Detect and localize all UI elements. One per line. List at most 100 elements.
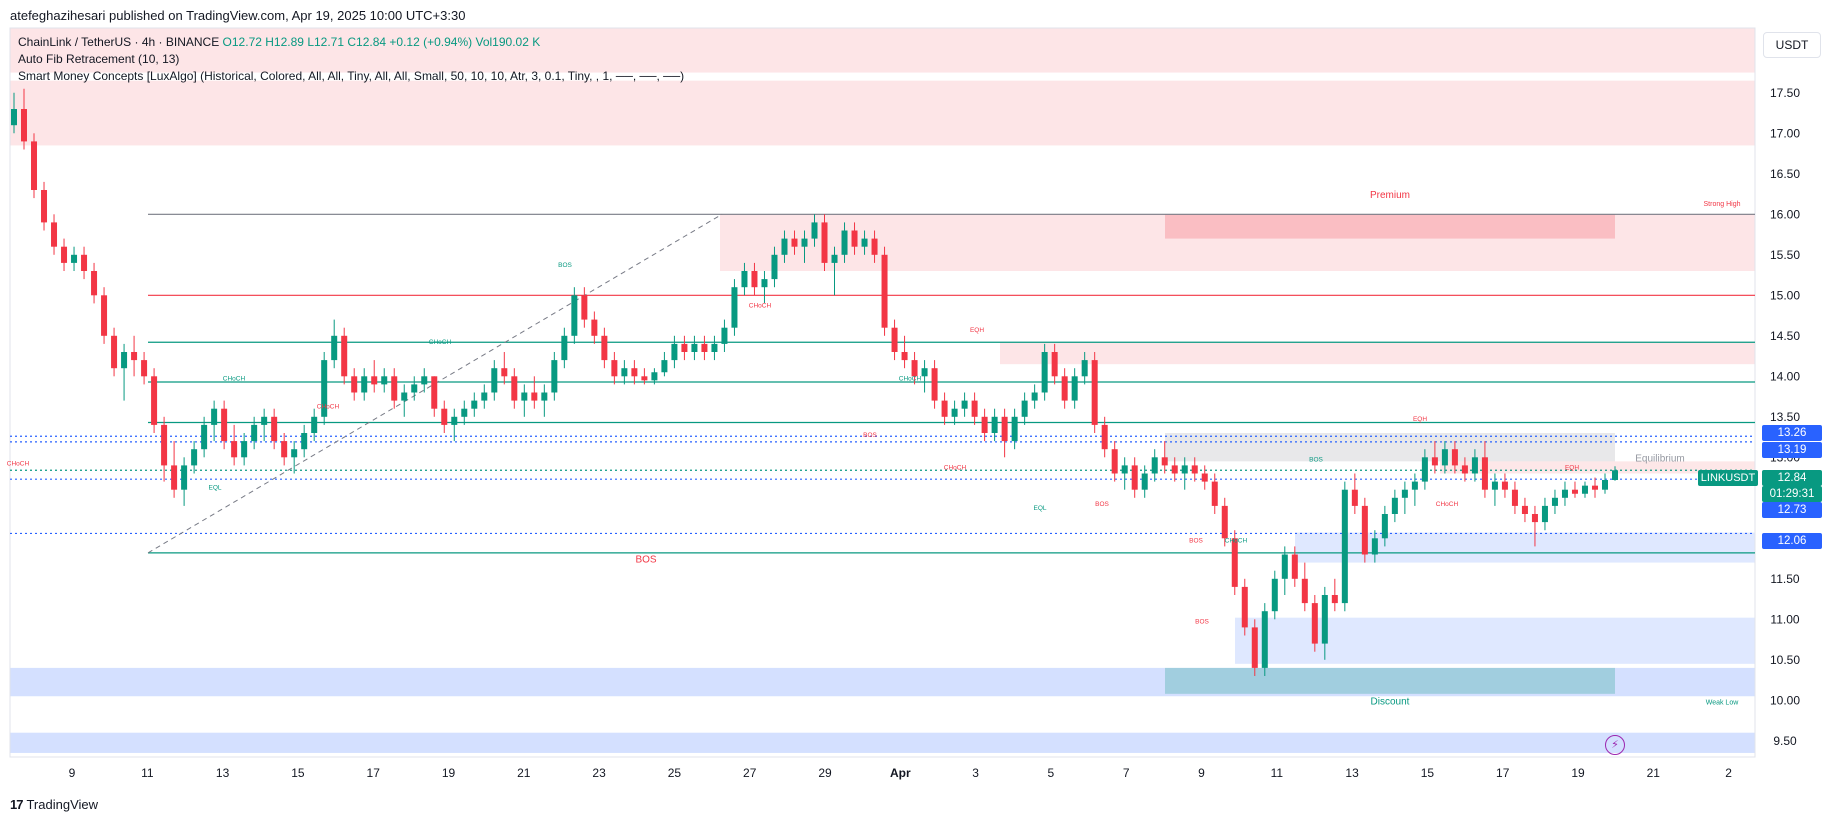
candle-body [31, 141, 38, 190]
legend-indicator-smc[interactable]: Smart Money Concepts [LuxAlgo] (Historic… [18, 69, 685, 83]
candle [861, 230, 868, 255]
price-axis[interactable]: 18.0017.5017.0016.5016.0015.5015.0014.50… [1770, 45, 1800, 748]
candle [741, 262, 748, 296]
time-tick-label: 13 [216, 766, 230, 780]
candle [1251, 619, 1258, 676]
candle-body [221, 408, 228, 442]
smc-label: CHoCH [1225, 537, 1248, 544]
candle [291, 441, 298, 474]
smc-label: CHoCH [317, 404, 340, 411]
candle [921, 360, 928, 393]
candle [1361, 497, 1368, 563]
candle-body [821, 222, 828, 263]
candle [101, 287, 108, 344]
candle [561, 327, 568, 369]
candle [1171, 457, 1178, 482]
candle [71, 246, 78, 271]
price-label-1273: 12.73 [1762, 502, 1822, 518]
candle-body [51, 222, 58, 247]
candle [231, 424, 238, 466]
candle [521, 384, 528, 417]
candle [161, 416, 168, 482]
candle [1241, 578, 1248, 636]
candle [481, 384, 488, 409]
smc-label: BOS [863, 432, 877, 439]
candle [1331, 578, 1338, 612]
candle [1031, 384, 1038, 409]
smc-label: EQH [1413, 416, 1427, 423]
candle-body [631, 368, 638, 377]
candle [1141, 465, 1148, 498]
candle [1531, 505, 1538, 547]
time-tick-label: 7 [1123, 766, 1130, 780]
candle-body [271, 416, 278, 442]
candlesticks[interactable] [10, 88, 1619, 676]
smc-label: CHoCH [1436, 501, 1459, 508]
candle [901, 335, 908, 369]
candle [1401, 481, 1408, 514]
candle-body [431, 376, 438, 409]
smc-label: CHoCH [223, 375, 246, 382]
candle-body [1311, 603, 1318, 644]
candle [511, 368, 518, 409]
candle-body [1561, 489, 1568, 498]
chart-grid [9, 27, 1756, 758]
candle [1281, 546, 1288, 595]
zone-top-red [10, 28, 1755, 73]
candle [1291, 546, 1298, 587]
candle [1481, 441, 1488, 498]
tv-mark-icon: 17 [10, 797, 24, 812]
candle-body [921, 368, 928, 377]
candle [1491, 473, 1498, 506]
candle-body [661, 360, 668, 373]
candle-body [301, 433, 308, 450]
candle-body [1411, 481, 1418, 490]
candle-body [681, 343, 688, 352]
candle-body [901, 352, 908, 361]
candle-body [1341, 489, 1348, 604]
candle-body [1211, 481, 1218, 506]
zone-demand-1 [1295, 532, 1755, 563]
candle-body [1021, 400, 1028, 417]
candle-body [191, 449, 198, 466]
candle-body [401, 392, 408, 401]
candle-body [131, 352, 138, 361]
legend-symbol[interactable]: ChainLink / TetherUS · 4h · BINANCE [18, 35, 220, 49]
time-tick-label: 17 [367, 766, 381, 780]
candle-body [291, 449, 298, 458]
candle-body [1321, 595, 1328, 644]
legend-indicator-fib[interactable]: Auto Fib Retracement (10, 13) [18, 52, 180, 66]
label-equilibrium: Equilibrium [1635, 453, 1684, 464]
time-axis[interactable]: 9 11 13 15 17 19 21 23 25 27 29 Apr 3 5 7 9 11 13 15 17 19 21… [69, 766, 1733, 780]
time-tick-label: 27 [743, 766, 757, 780]
tradingview-logo[interactable]: 17 TradingView [10, 797, 98, 812]
time-tick-label: 19 [1571, 766, 1585, 780]
smc-annotations: Premium Discount Equilibrium Strong High Wea… [7, 190, 1741, 707]
chart-background-zones [10, 28, 1755, 753]
candle-body [1101, 424, 1108, 450]
time-tick-label: 11 [1271, 766, 1284, 780]
currency-button[interactable]: USDT [1763, 32, 1821, 58]
candle-body [1071, 376, 1078, 401]
zone-strong-high [1165, 214, 1615, 239]
time-tick-label: 3 [972, 766, 979, 780]
candle-body [1061, 376, 1068, 401]
smc-label: EQH [1565, 464, 1579, 471]
candle [141, 352, 148, 385]
candle [1161, 441, 1168, 474]
time-tick-label: 11 [141, 766, 154, 780]
candle [571, 287, 578, 344]
lightning-icon[interactable]: ⚡ [1605, 735, 1625, 755]
candle [1001, 408, 1008, 458]
candle-body [1131, 465, 1138, 490]
candle-body [601, 335, 608, 361]
candle [551, 352, 558, 401]
label-discount: Discount [1371, 696, 1410, 707]
zone-discount [10, 667, 1755, 697]
price-tick-label: 9.50 [1773, 734, 1797, 748]
candle-body [771, 254, 778, 280]
candle-body [841, 230, 848, 255]
candle [821, 214, 828, 271]
candle [1211, 473, 1218, 514]
